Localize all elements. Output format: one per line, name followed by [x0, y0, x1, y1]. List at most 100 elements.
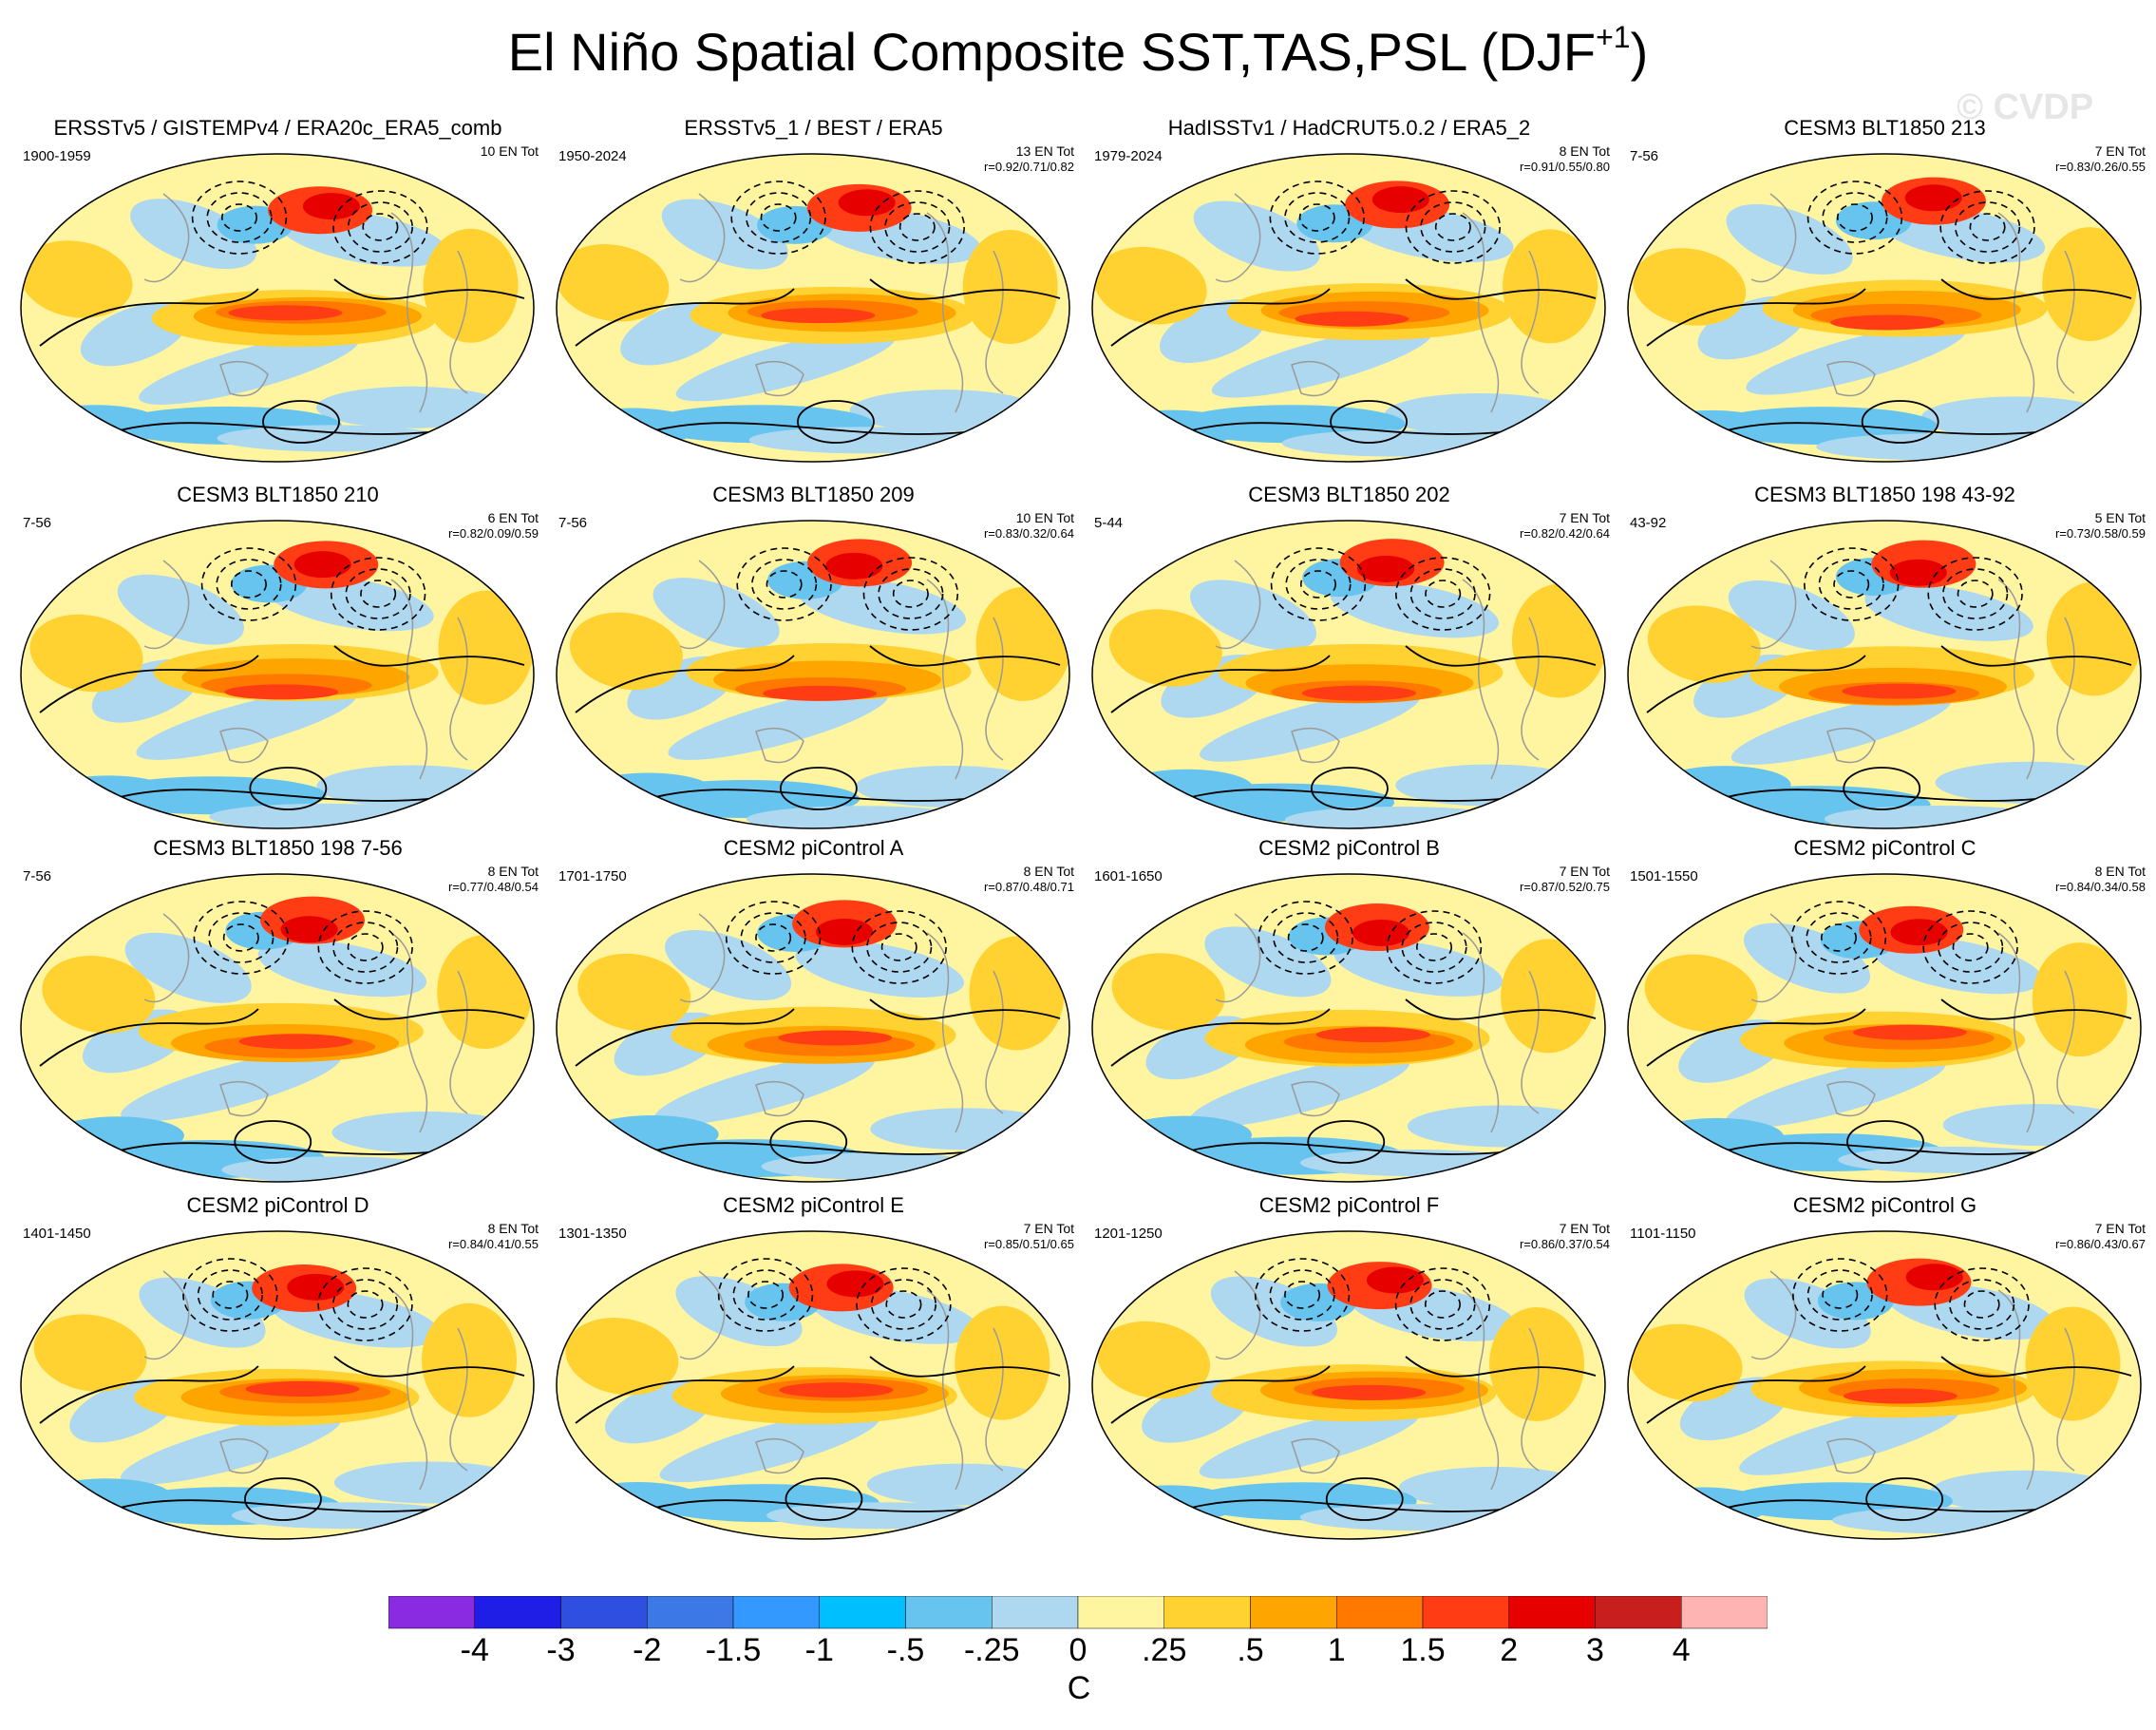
- psl-contour-negative: [212, 1281, 249, 1309]
- anomaly-region: [1211, 326, 1432, 398]
- psl-contour-positive: [333, 998, 525, 1020]
- coastline: [1291, 360, 1340, 397]
- psl-contour-negative: [216, 559, 282, 610]
- panel-period: 1101-1150: [1630, 1226, 1696, 1242]
- psl-contour-negative: [892, 580, 929, 608]
- psl-contour-negative: [732, 1269, 799, 1321]
- psl-contour-positive: [39, 1365, 259, 1424]
- psl-contour-negative: [1922, 910, 2018, 984]
- psl-contour-negative: [717, 1258, 814, 1332]
- anomaly-region: [265, 574, 434, 632]
- anomaly-region: [2046, 581, 2141, 696]
- anomaly-region: [1210, 1276, 1337, 1347]
- psl-contour-negative: [730, 181, 826, 255]
- psl-contour-positive: [1940, 1356, 2132, 1378]
- psl-contour-positive: [1405, 998, 1597, 1020]
- anomaly-region: [333, 1461, 524, 1504]
- anomaly-region: [825, 552, 883, 580]
- psl-contour-positive: [333, 1356, 525, 1378]
- anomaly-region: [228, 305, 343, 321]
- colorbar-swatch: [647, 1596, 734, 1629]
- anomaly-region: [659, 1410, 880, 1483]
- map-panel: CESM3 BLT1850 213 7-56 7 EN Tot r=0.83/0.26…: [1617, 112, 2153, 471]
- panel-title: ERSSTv5 / GISTEMPv4 / ERA20c_ERA5_comb: [53, 116, 502, 140]
- anomaly-region: [42, 956, 156, 1034]
- psl-contour-negative: [332, 190, 428, 264]
- colorbar-swatch: [992, 1596, 1079, 1629]
- map-border: [556, 153, 1070, 463]
- anomaly-region: [668, 688, 889, 760]
- panel-period: 1201-1250: [1094, 1226, 1163, 1242]
- colorbar-swatch: [1077, 1596, 1164, 1629]
- anomaly-region: [1930, 1470, 2121, 1512]
- colorbar-tick-label: -4: [460, 1632, 489, 1668]
- map-field: [1092, 1231, 1605, 1539]
- map: [20, 520, 535, 829]
- coastline: [1462, 579, 1500, 780]
- map: [20, 1230, 535, 1540]
- psl-contour-negative: [1792, 1258, 1888, 1332]
- coastline: [1750, 560, 1797, 650]
- psl-contour-negative: [1434, 213, 1471, 241]
- anomaly-region: [257, 940, 427, 998]
- psl-contour-negative: [1954, 201, 2021, 253]
- psl-contour-negative: [197, 1269, 263, 1321]
- coastline: [1462, 932, 1500, 1133]
- coastline: [1462, 1289, 1500, 1491]
- coastline: [1215, 193, 1261, 283]
- psl-contour-positive: [244, 1477, 322, 1521]
- anomaly-region: [1193, 200, 1320, 272]
- psl-contour-negative: [347, 201, 414, 253]
- coastline: [1215, 913, 1261, 1003]
- psl-contour-positive: [1405, 645, 1597, 667]
- anomaly-region: [1295, 311, 1409, 327]
- colorbar-tick-label: 4: [1672, 1632, 1691, 1668]
- map: [1091, 1230, 1606, 1540]
- anomaly-region: [855, 765, 1046, 808]
- colorbar-tick-label: -.5: [886, 1632, 925, 1668]
- map-panel: CESM2 piControl G 1101-1150 7 EN Tot r=0.86…: [1617, 1189, 2153, 1549]
- psl-contour-negative: [1939, 190, 2035, 264]
- anomaly-region: [1904, 184, 1962, 212]
- anomaly-region: [1108, 609, 1222, 687]
- psl-contour-negative: [736, 547, 832, 621]
- coastline: [1997, 579, 2035, 780]
- psl-contour-negative: [1822, 1281, 1859, 1309]
- anomaly-region: [1330, 580, 1500, 638]
- map-panel: CESM3 BLT1850 209 7-56 10 EN Tot r=0.83/0.3…: [545, 479, 1082, 838]
- colorbar-swatch: [732, 1596, 820, 1629]
- coastline: [1826, 360, 1876, 397]
- anomaly-region: [136, 688, 357, 760]
- pattern-correlation: r=0.77/0.48/0.54: [447, 880, 539, 894]
- anomaly-region: [1301, 685, 1416, 701]
- psl-contour-positive: [1861, 400, 1939, 444]
- psl-contour-negative: [1386, 910, 1483, 984]
- anomaly-region: [245, 1381, 360, 1397]
- anomaly-region: [331, 1112, 522, 1154]
- anomaly-region: [2042, 227, 2138, 342]
- event-count: 8 EN Tot: [1023, 864, 1074, 879]
- anomaly-region: [423, 228, 519, 343]
- psl-contour-positive: [1646, 288, 1866, 347]
- anomaly-region: [437, 935, 533, 1050]
- page-title: El Niño Spatial Composite SST,TAS,PSL (D…: [507, 20, 1649, 82]
- panel-period: 7-56: [558, 515, 588, 531]
- anomaly-region: [1511, 583, 1605, 698]
- coastline: [926, 579, 964, 780]
- anomaly-region: [1199, 1407, 1420, 1479]
- coastline: [1997, 932, 2035, 1133]
- psl-contour-positive: [869, 645, 1061, 667]
- map-border: [1627, 153, 2142, 463]
- psl-contour-negative: [317, 1267, 413, 1341]
- anomaly-region: [1843, 1388, 1957, 1404]
- anomaly-region: [1890, 919, 1948, 946]
- psl-contour-negative: [317, 910, 413, 984]
- pattern-correlation: r=0.86/0.43/0.67: [2054, 1237, 2146, 1251]
- coastline: [449, 970, 468, 1114]
- event-count: 8 EN Tot: [487, 1221, 539, 1236]
- colorbar-swatch: [1336, 1596, 1424, 1629]
- anomaly-region: [675, 330, 897, 402]
- anomaly-region: [1371, 186, 1429, 214]
- colorbar-swatch: [474, 1596, 561, 1629]
- colorbar-tick-label: -1.5: [705, 1632, 762, 1668]
